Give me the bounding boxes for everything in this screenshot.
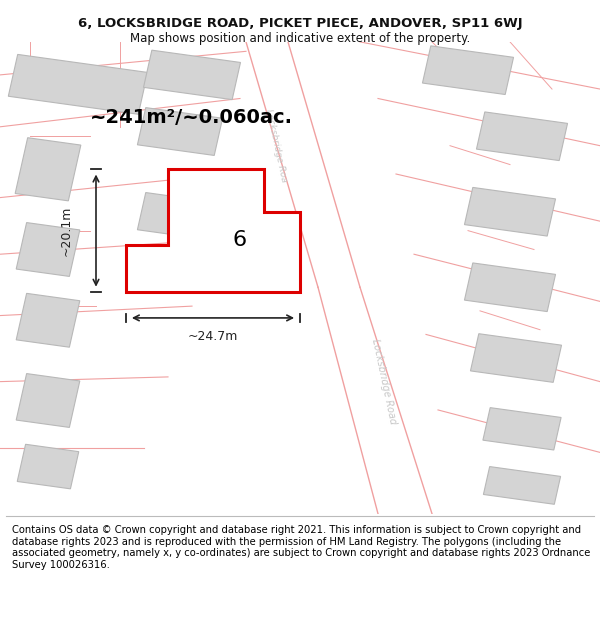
Polygon shape (484, 467, 560, 504)
Text: ~24.7m: ~24.7m (188, 330, 238, 343)
Polygon shape (464, 263, 556, 312)
Text: Locksbridge Road: Locksbridge Road (370, 338, 398, 425)
Polygon shape (143, 50, 241, 99)
Polygon shape (15, 138, 81, 201)
Polygon shape (126, 169, 300, 292)
Text: ~20.1m: ~20.1m (59, 206, 73, 256)
Polygon shape (464, 188, 556, 236)
Text: 6, LOCKSBRIDGE ROAD, PICKET PIECE, ANDOVER, SP11 6WJ: 6, LOCKSBRIDGE ROAD, PICKET PIECE, ANDOV… (77, 18, 523, 30)
Polygon shape (137, 192, 223, 241)
Polygon shape (17, 444, 79, 489)
Text: ~241m²/~0.060ac.: ~241m²/~0.060ac. (90, 108, 293, 127)
Polygon shape (476, 112, 568, 161)
Polygon shape (422, 46, 514, 94)
Text: Map shows position and indicative extent of the property.: Map shows position and indicative extent… (130, 32, 470, 45)
Polygon shape (16, 222, 80, 276)
Polygon shape (470, 334, 562, 382)
Polygon shape (483, 408, 561, 450)
Text: 6: 6 (233, 230, 247, 250)
Polygon shape (8, 54, 148, 114)
Text: Locksbridge Roa: Locksbridge Roa (264, 108, 288, 183)
Polygon shape (16, 293, 80, 348)
Text: Contains OS data © Crown copyright and database right 2021. This information is : Contains OS data © Crown copyright and d… (12, 525, 590, 570)
Polygon shape (16, 374, 80, 428)
Polygon shape (137, 107, 223, 156)
